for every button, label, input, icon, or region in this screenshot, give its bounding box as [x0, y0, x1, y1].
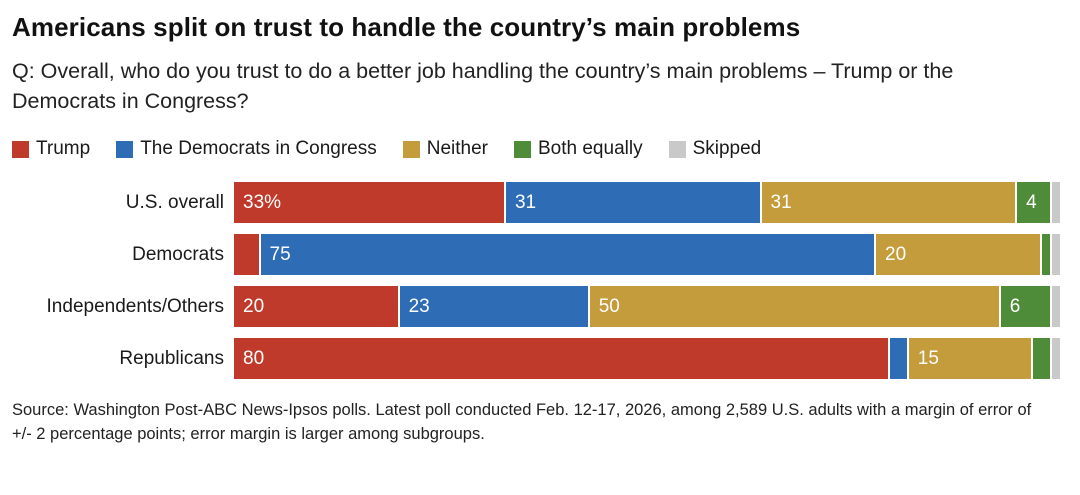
legend-item-democrats: The Democrats in Congress [116, 138, 377, 160]
bar-segment-neither: 15 [908, 338, 1032, 380]
segment-value-label: 31 [770, 191, 792, 213]
segment-value-label: 4 [1026, 191, 1037, 213]
segment-value-label: 50 [598, 295, 620, 317]
segment-value-label: 15 [917, 347, 939, 369]
bar-segment-trump: 20 [234, 286, 398, 328]
legend-swatch-skipped [668, 140, 686, 158]
bar-segment-neither: 50 [589, 286, 999, 328]
legend-swatch-democrats [116, 140, 134, 158]
legend-item-trump: Trump [12, 138, 90, 160]
bar-row: Democrats 75 20 [12, 234, 1061, 276]
bar-row: Republicans 80 15 [12, 338, 1061, 380]
chart-legend: Trump The Democrats in Congress Neither Bot… [12, 138, 1060, 160]
bar-row: U.S. overall 33% 31 31 4 [12, 182, 1060, 224]
legend-swatch-both [514, 140, 531, 158]
legend-label: Trump [36, 138, 91, 160]
segment-value-label: 20 [885, 243, 907, 265]
bar-segment-skipped [1051, 234, 1061, 276]
chart-title: Americans split on trust to handle the c… [12, 12, 801, 42]
bar-segment-both: 6 [1000, 286, 1050, 328]
bar-segment-neither: 20 [876, 234, 1040, 276]
bar-track: 80 15 [234, 338, 1061, 380]
legend-swatch-trump [12, 140, 29, 158]
bar-track: 20 23 50 6 [234, 286, 1060, 328]
segment-value-label: 75 [269, 243, 291, 265]
source-note: Source: Washington Post-ABC News-Ipsos p… [12, 401, 1032, 444]
bar-segment-neither: 31 [761, 182, 1016, 224]
bar-segment-democrats: 23 [399, 286, 588, 328]
segment-value-label: 31 [514, 191, 537, 213]
bar-segment-democrats [890, 338, 907, 380]
bar-segment-both [1033, 338, 1050, 380]
row-label: U.S. overall [125, 191, 224, 213]
segment-value-label: 20 [243, 295, 265, 317]
bar-segment-democrats: 75 [260, 234, 875, 276]
segment-value-label: 6 [1009, 295, 1021, 317]
legend-item-both: Both equally [514, 138, 643, 160]
legend-swatch-neither [402, 140, 420, 158]
bar-segment-both: 4 [1017, 182, 1050, 224]
row-label: Democrats [132, 243, 224, 265]
row-label: Republicans [119, 347, 224, 369]
row-label: Independents/Others [46, 295, 224, 317]
chart-question: Q: Overall, who do you trust to do a bet… [12, 59, 954, 113]
legend-item-skipped: Skipped [668, 138, 762, 160]
bar-segment-trump [234, 234, 259, 276]
bar-segment-both [1041, 234, 1050, 276]
bar-track: 75 20 [234, 234, 1061, 276]
bar-segment-skipped [1051, 338, 1061, 380]
bar-segment-trump: 80 [234, 338, 889, 380]
segment-value-label: 80 [243, 347, 265, 369]
legend-label: The Democrats in Congress [140, 138, 377, 160]
legend-label: Both equally [538, 138, 643, 160]
stacked-bar-chart: U.S. overall 33% 31 31 4 Democrats 75 20 Indepen… [12, 182, 1061, 380]
bar-track: 33% 31 31 4 [234, 182, 1060, 224]
segment-value-label: 33% [243, 191, 282, 213]
legend-item-neither: Neither [402, 138, 488, 160]
legend-label: Neither [426, 138, 488, 160]
bar-segment-skipped [1051, 182, 1060, 224]
bar-segment-trump: 33% [234, 182, 504, 224]
bar-segment-democrats: 31 [505, 182, 760, 224]
legend-label: Skipped [692, 138, 762, 160]
bar-row: Independents/Others 20 23 50 6 [12, 286, 1060, 328]
segment-value-label: 23 [408, 295, 430, 317]
bar-segment-skipped [1051, 286, 1060, 328]
